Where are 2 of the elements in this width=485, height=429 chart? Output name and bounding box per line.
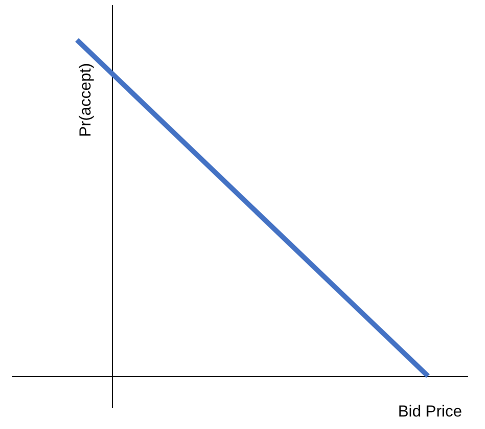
- x-axis-title: Bid Price: [398, 403, 462, 420]
- y-axis-title: Pr(accept): [77, 63, 94, 137]
